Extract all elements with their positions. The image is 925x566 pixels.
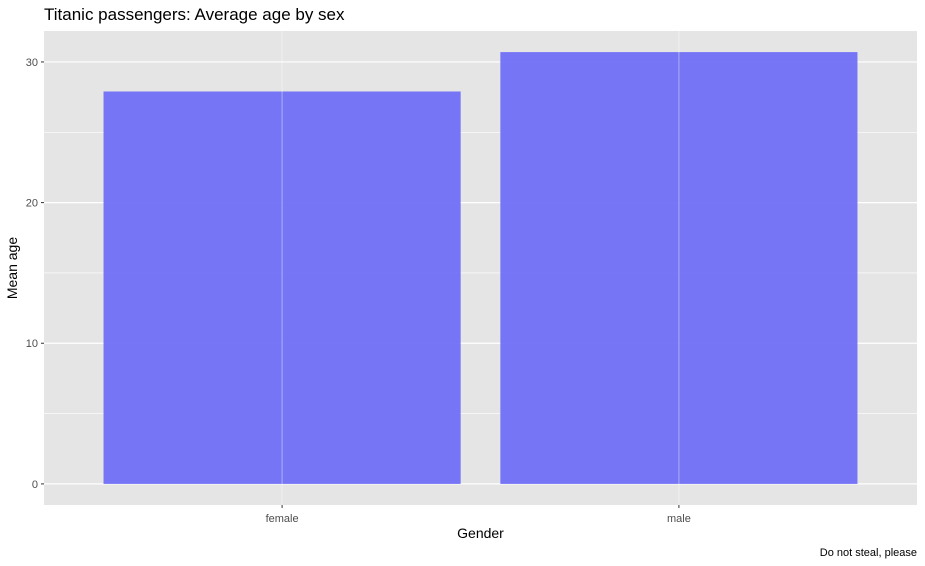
bar-male (500, 52, 858, 484)
bar-female (103, 91, 461, 484)
x-grid (281, 31, 680, 505)
y-tick-label: 30 (26, 57, 38, 69)
chart-caption: Do not steal, please (820, 547, 917, 559)
bars (103, 52, 858, 484)
y-tick-label: 10 (26, 338, 38, 350)
x-axis: female male (266, 505, 691, 525)
x-axis-title: Gender (457, 525, 504, 541)
x-tick-label-female: female (266, 513, 299, 525)
y-tick-label: 20 (26, 198, 38, 210)
y-tick-label: 0 (32, 479, 38, 491)
y-axis-title: Mean age (4, 237, 20, 299)
chart-title: Titanic passengers: Average age by sex (44, 5, 345, 24)
x-tick-label-male: male (667, 513, 691, 525)
y-axis: 0 10 20 30 (26, 57, 44, 491)
